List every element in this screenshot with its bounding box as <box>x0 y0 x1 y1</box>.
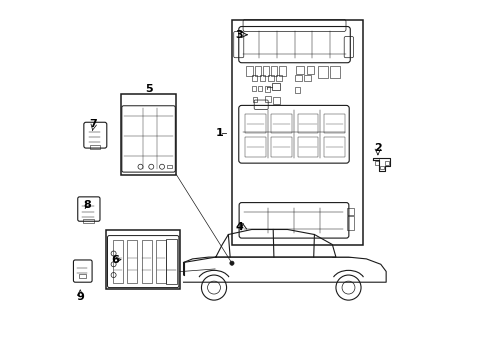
Bar <box>262 66 269 76</box>
Bar <box>329 66 339 78</box>
Bar <box>244 114 265 134</box>
Bar <box>231 21 362 244</box>
Bar <box>265 86 270 92</box>
Text: 3: 3 <box>235 30 243 40</box>
Bar <box>121 94 176 175</box>
Bar <box>106 230 180 289</box>
Bar <box>276 75 281 81</box>
Bar <box>294 87 300 93</box>
Text: 2: 2 <box>373 143 381 153</box>
Text: 8: 8 <box>83 200 91 210</box>
Circle shape <box>229 261 234 265</box>
Text: 1: 1 <box>215 129 223 138</box>
Bar <box>165 239 177 284</box>
Bar <box>265 96 270 102</box>
Bar <box>89 145 100 149</box>
Bar <box>346 208 353 215</box>
Bar <box>279 66 285 76</box>
Bar <box>273 97 279 104</box>
Bar <box>251 75 257 81</box>
Bar <box>346 216 353 230</box>
Bar <box>79 274 86 278</box>
Text: 6: 6 <box>111 255 119 265</box>
Bar <box>246 66 252 76</box>
Bar <box>297 137 318 157</box>
Text: 7: 7 <box>89 120 97 129</box>
Bar <box>254 66 261 76</box>
Bar <box>306 66 314 74</box>
Bar <box>252 97 257 102</box>
Text: 9: 9 <box>76 292 84 302</box>
Bar <box>297 114 318 134</box>
Bar <box>251 86 255 91</box>
Bar <box>323 114 344 134</box>
Bar <box>244 137 265 157</box>
Text: 5: 5 <box>144 84 152 94</box>
Bar <box>270 66 277 76</box>
Bar <box>260 75 265 81</box>
Bar <box>83 219 94 223</box>
Bar <box>374 161 378 165</box>
Bar <box>379 166 383 169</box>
Bar <box>271 114 292 134</box>
Bar <box>127 240 137 283</box>
Bar <box>271 137 292 157</box>
Bar <box>317 66 327 78</box>
Bar <box>272 83 279 90</box>
Text: 4: 4 <box>235 222 243 231</box>
Bar <box>258 86 262 91</box>
Bar <box>142 240 151 283</box>
Bar <box>113 240 122 283</box>
Bar <box>267 75 273 81</box>
Bar <box>384 161 388 165</box>
Bar <box>167 165 171 168</box>
Bar <box>294 75 301 81</box>
Bar <box>296 66 304 74</box>
Bar <box>303 75 310 81</box>
Bar <box>323 137 344 157</box>
Bar <box>156 240 165 283</box>
